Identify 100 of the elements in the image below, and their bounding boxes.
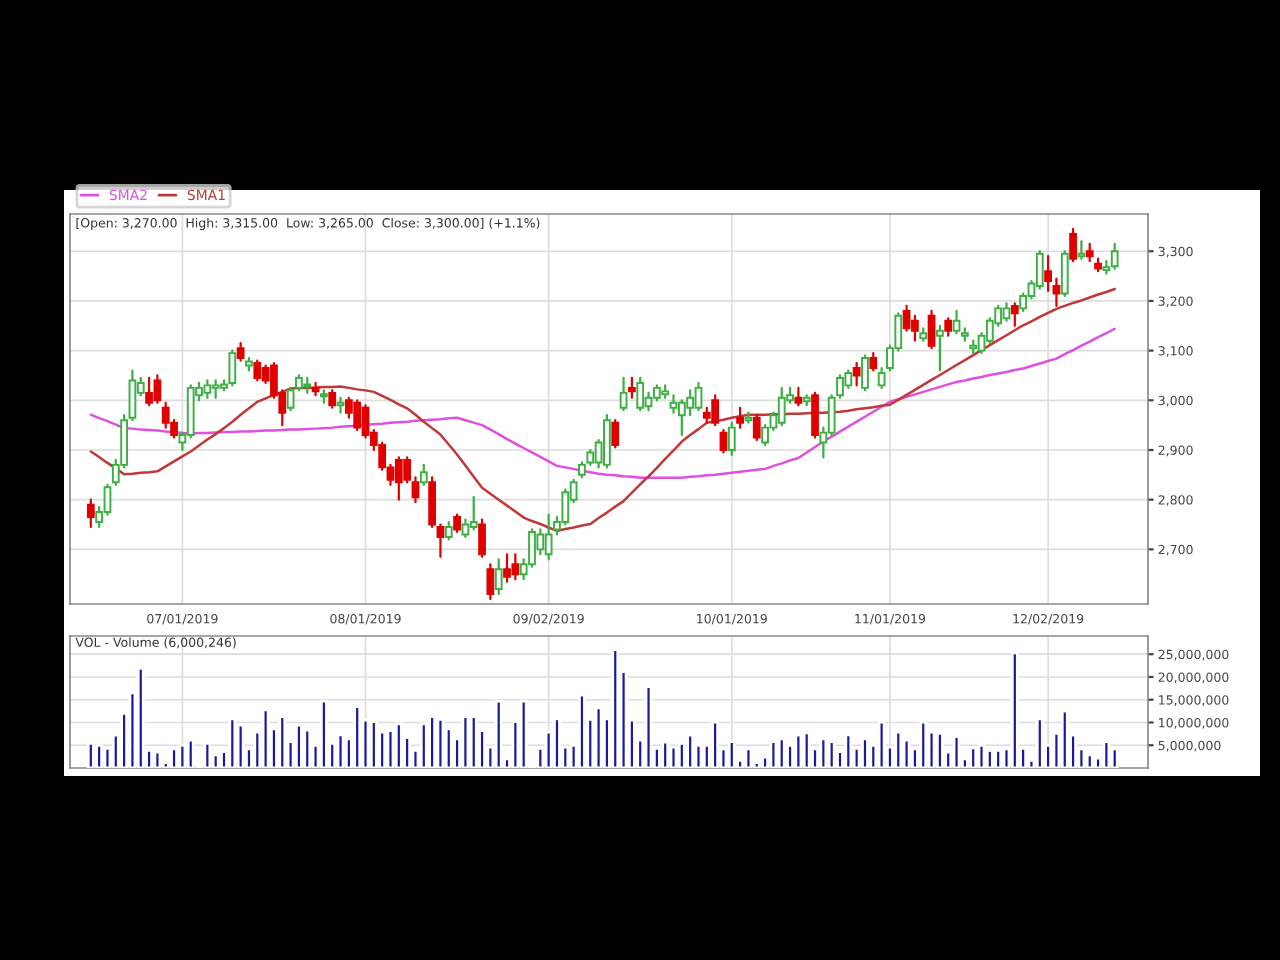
candlestick (419, 463, 428, 486)
candlestick (1110, 242, 1119, 270)
bar (919, 720, 928, 768)
bar (236, 723, 245, 768)
candlestick (394, 456, 403, 501)
bar (519, 699, 528, 768)
candlestick (353, 399, 362, 432)
bar (969, 746, 978, 768)
bar (336, 733, 345, 768)
candlestick (619, 376, 628, 412)
candlestick (103, 483, 112, 516)
bar (295, 723, 303, 768)
candlestick (927, 309, 936, 350)
bar (686, 733, 695, 768)
candlestick (1069, 227, 1077, 263)
bar (86, 742, 95, 768)
bar (278, 715, 287, 768)
bar (178, 743, 187, 768)
candlestick (952, 309, 961, 335)
bar (727, 740, 736, 768)
candlestick (1060, 250, 1069, 298)
bar (136, 666, 145, 768)
bar (394, 722, 403, 768)
candlestick (711, 394, 720, 427)
candlestick (544, 513, 553, 561)
bar (611, 648, 620, 768)
candlestick (494, 558, 503, 596)
bar (469, 715, 478, 768)
bar (819, 737, 828, 768)
bar (203, 742, 212, 768)
bar (711, 720, 720, 768)
bar (802, 731, 811, 768)
candlestick (511, 553, 520, 581)
candlestick (1077, 240, 1086, 260)
bar (436, 717, 445, 768)
candlestick (1010, 302, 1019, 327)
candlestick (936, 324, 944, 372)
bar (1060, 709, 1069, 768)
bar (794, 733, 803, 768)
bar (386, 729, 395, 768)
candlestick (253, 359, 262, 382)
candlestick (861, 354, 869, 392)
candlestick (469, 496, 478, 531)
candlestick (852, 361, 861, 387)
bar (644, 685, 653, 768)
candlestick (752, 414, 761, 442)
bar (1035, 717, 1044, 768)
bar (428, 715, 436, 768)
bar (1085, 753, 1094, 768)
bar (985, 748, 994, 768)
bar (303, 728, 312, 768)
candlestick (145, 376, 153, 407)
bar (494, 699, 503, 768)
bar (1110, 747, 1119, 768)
bar (661, 740, 670, 768)
bar (419, 722, 428, 768)
bar (153, 750, 162, 768)
candlestick (153, 374, 162, 404)
candlestick (486, 563, 495, 601)
candlestick (611, 419, 620, 449)
candlestick (636, 376, 645, 412)
bar (353, 705, 362, 768)
candlestick (744, 411, 753, 424)
candlestick (186, 384, 195, 439)
bar (769, 740, 778, 768)
line-series (89, 287, 1116, 533)
bar (1102, 740, 1111, 768)
line-series (89, 327, 1116, 480)
bar (777, 737, 786, 768)
bar (861, 737, 869, 768)
bar (902, 738, 911, 768)
bar (744, 747, 753, 768)
bar (261, 708, 270, 768)
bar (894, 730, 903, 768)
candlestick (902, 304, 911, 332)
candlestick (603, 414, 611, 469)
bar (1010, 651, 1019, 768)
bar (461, 715, 470, 768)
bar (877, 720, 886, 768)
bar (669, 745, 678, 768)
bar (936, 732, 944, 768)
bar (594, 706, 603, 768)
bar (677, 742, 686, 768)
candlestick (361, 404, 370, 439)
candlestick (736, 406, 744, 429)
candlestick (336, 396, 345, 414)
candlestick (1052, 277, 1061, 308)
candlestick (228, 349, 237, 387)
bar (186, 738, 195, 768)
bar (369, 720, 378, 768)
candlestick (628, 376, 636, 399)
bar (553, 717, 561, 768)
bar (844, 733, 853, 768)
bar (170, 747, 178, 768)
bar (977, 743, 986, 768)
candlestick (727, 421, 736, 457)
bar (95, 743, 104, 768)
bar (578, 693, 586, 768)
candlestick (478, 518, 486, 558)
candlestick (811, 391, 819, 439)
